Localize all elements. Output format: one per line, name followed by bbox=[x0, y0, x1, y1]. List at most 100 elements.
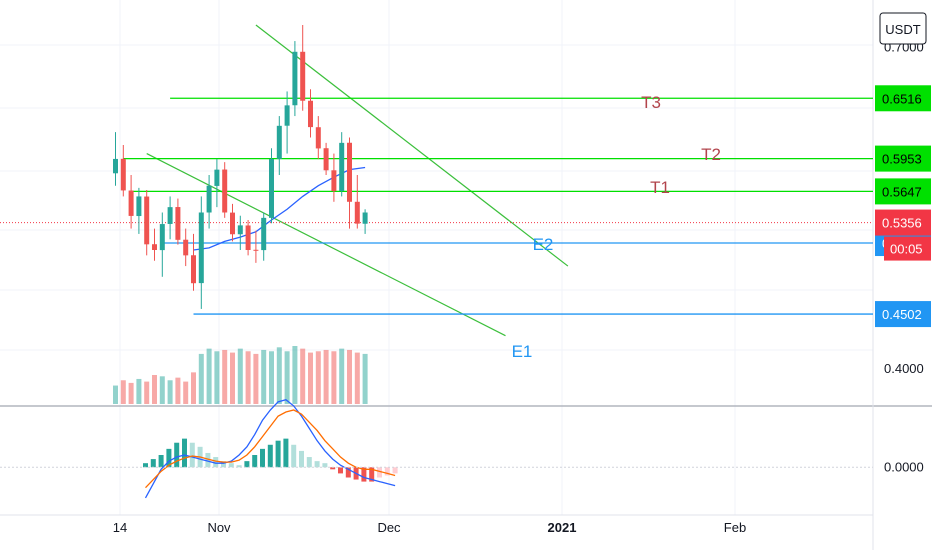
macd-histogram-bar bbox=[322, 463, 328, 468]
currency-box bbox=[879, 12, 927, 45]
time-tick-label: Feb bbox=[724, 520, 746, 535]
macd-histogram-bar bbox=[384, 467, 390, 476]
volume-bar bbox=[167, 380, 173, 404]
macd-zero-tick-label: 0.0000 bbox=[884, 459, 924, 474]
volume-bar bbox=[261, 349, 267, 404]
macd-histogram-bar bbox=[244, 461, 250, 468]
volume-bar bbox=[323, 349, 329, 404]
macd-histogram-bar bbox=[143, 463, 148, 468]
volume-bar bbox=[362, 353, 368, 404]
trend-lines bbox=[146, 24, 569, 337]
volume-bar bbox=[198, 353, 204, 404]
level-label-t3: T3 bbox=[641, 93, 661, 112]
time-tick-label: 14 bbox=[113, 520, 127, 535]
volume-bar bbox=[113, 385, 118, 404]
candle-body bbox=[159, 224, 165, 251]
volume-bar bbox=[284, 351, 290, 404]
candle-body bbox=[175, 207, 181, 240]
volume-bar bbox=[120, 380, 126, 404]
macd-panel bbox=[0, 399, 873, 499]
price-tag-t1-text: 0.5647 bbox=[882, 184, 922, 199]
candle-body bbox=[362, 212, 368, 224]
candle-body bbox=[183, 239, 189, 256]
price-tag-e1: 0.4502 bbox=[875, 301, 931, 328]
volume-bar bbox=[159, 376, 165, 404]
level-label-e1: E1 bbox=[512, 342, 533, 361]
price-tag-t3: 0.6516 bbox=[875, 85, 931, 112]
currency-label: USDT bbox=[885, 22, 920, 37]
macd-histogram-bar bbox=[338, 467, 343, 474]
candle-body bbox=[331, 170, 337, 192]
countdown-tag: 00:05 bbox=[884, 236, 931, 261]
candle-body bbox=[253, 249, 259, 251]
candle-body bbox=[339, 142, 345, 191]
volume-bar bbox=[347, 349, 352, 404]
macd-histogram-bar bbox=[221, 461, 226, 468]
price-tags: 0.65160.59530.56470.51650.45020.535600:0… bbox=[875, 85, 931, 328]
trend-line bbox=[146, 153, 506, 337]
macd-histogram-bar bbox=[213, 457, 219, 468]
macd-histogram-bar bbox=[392, 467, 398, 474]
price-tag-e1-bg bbox=[875, 301, 931, 328]
currency-button[interactable]: USDT bbox=[879, 12, 927, 45]
candle-body bbox=[128, 190, 134, 216]
macd-histogram-bar bbox=[299, 450, 304, 468]
candle-body bbox=[206, 185, 212, 213]
last-price-tag: 0.5356 bbox=[875, 209, 931, 236]
volume-bar bbox=[245, 351, 251, 404]
candle-body bbox=[113, 158, 118, 174]
volume-bar bbox=[152, 375, 157, 404]
price-tag-t2: 0.5953 bbox=[875, 145, 931, 172]
volume-bar bbox=[206, 348, 212, 404]
trend-line bbox=[255, 24, 569, 267]
volume-bar bbox=[230, 352, 235, 404]
price-tag-e1-text: 0.4502 bbox=[882, 307, 922, 322]
candle-body bbox=[167, 207, 173, 224]
candle-body bbox=[276, 125, 282, 159]
volume-bar bbox=[175, 377, 181, 404]
macd-histogram-bar bbox=[330, 467, 336, 470]
time-tick-label: Dec bbox=[377, 520, 401, 535]
volume-bar bbox=[253, 353, 259, 404]
macd-histogram-bar bbox=[228, 463, 234, 468]
volume-bar bbox=[269, 351, 274, 404]
volume-bar bbox=[292, 346, 298, 404]
volume-bar bbox=[214, 351, 220, 404]
candle-body bbox=[308, 100, 313, 128]
signal-line bbox=[145, 409, 396, 489]
candle-body bbox=[191, 255, 196, 284]
level-label-e2: E2 bbox=[533, 235, 554, 254]
macd-histogram-bar bbox=[306, 457, 312, 468]
macd-histogram-bar bbox=[158, 455, 164, 468]
price-tag-t2-text: 0.5953 bbox=[882, 152, 922, 167]
macd-histogram-bar bbox=[260, 448, 265, 468]
last-price-tag-bg bbox=[875, 209, 931, 236]
macd-histogram-bar bbox=[150, 459, 156, 468]
price-tag-t3-bg bbox=[875, 85, 931, 112]
macd-histogram-bar bbox=[189, 442, 195, 468]
price-tag-t1: 0.5647 bbox=[875, 178, 931, 205]
volume-bar bbox=[354, 352, 360, 404]
macd-histogram-bar bbox=[205, 452, 211, 468]
candle-body bbox=[261, 217, 267, 251]
macd-histogram-bar bbox=[377, 467, 382, 478]
candle-body bbox=[354, 201, 360, 224]
price-tick-label: 0.4000 bbox=[884, 361, 924, 376]
countdown-bg bbox=[884, 236, 931, 261]
macd-histogram-bar bbox=[252, 455, 258, 468]
candle-body bbox=[300, 51, 306, 101]
macd-histogram-bar bbox=[267, 444, 273, 468]
volume-bar bbox=[339, 348, 345, 404]
time-tick-label: 2021 bbox=[548, 520, 577, 535]
candle-body bbox=[237, 225, 243, 235]
volume-bar bbox=[136, 378, 142, 404]
volume-bar bbox=[144, 381, 150, 404]
price-tag-t2-bg bbox=[875, 145, 931, 172]
volume-bar bbox=[222, 349, 228, 404]
candle-body bbox=[269, 158, 274, 218]
candle-body bbox=[198, 212, 204, 284]
macd-histogram-bar bbox=[283, 438, 289, 468]
candle-body bbox=[120, 158, 126, 191]
